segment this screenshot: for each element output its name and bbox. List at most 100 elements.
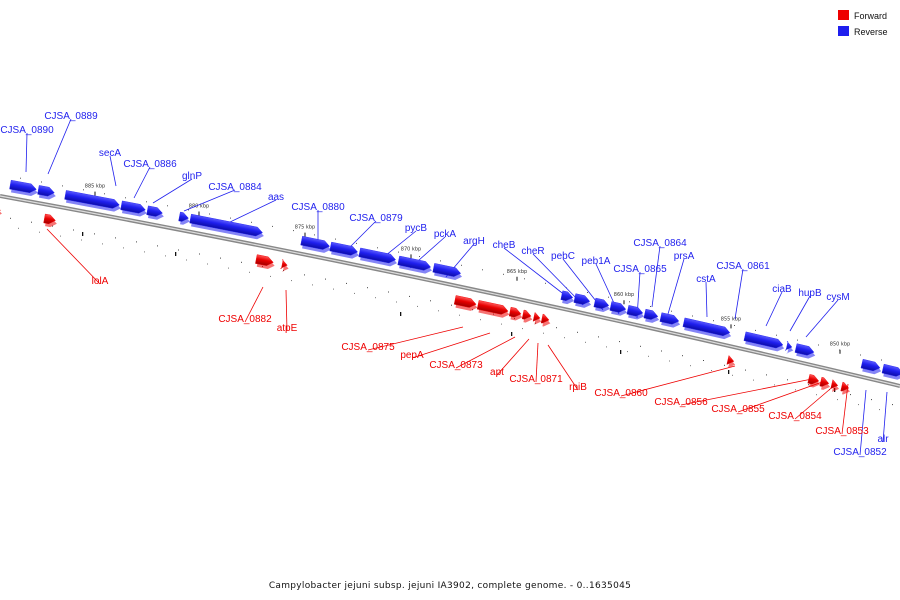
scale-tick-label: 855 kbp [721,316,741,322]
minor-tick [545,282,546,284]
dot [325,278,326,280]
minor-tick [671,310,672,312]
minor-tick [755,329,756,331]
reverse-gene-23 [794,343,816,359]
label-lola-leader [46,228,101,285]
label-glnp-leader [152,178,193,204]
dot [18,227,19,229]
forward-gene-14 [830,379,840,392]
dot [451,304,452,306]
reverse-gene-14 [573,293,592,308]
forward-gene-1 [0,204,2,218]
label-cjsa_0880: CJSA_0880 [291,202,345,213]
label-cysm-leader [805,299,839,338]
forward-gene-4 [279,259,289,272]
legend-reverse: Reverse [838,26,888,37]
dot [199,253,200,255]
dot [409,295,410,297]
minor-tick [104,193,105,195]
label-apt: apt [490,367,504,378]
scale-tick-label: 860 kbp [614,292,634,298]
label-pepa: pepA [400,350,424,361]
dot [459,314,460,316]
forward-gene-3 [255,254,275,269]
label-cjsa_0884-leader [183,189,236,212]
label-cjsa_0882: CJSA_0882 [218,314,272,325]
dot [291,280,292,282]
label-cjsa_0884: CJSA_0884 [208,182,262,193]
legend-reverse-label: Reverse [854,27,888,37]
dot [241,261,242,263]
reverse-gene-15 [593,297,611,313]
label-cjsa_0861: CJSA_0861 [716,261,770,272]
label-glnp: glnP [182,171,202,182]
label-cjsa_0889: CJSA_0889 [44,111,98,122]
dot [808,384,809,386]
minor-tick [272,225,273,227]
dot [81,239,82,241]
dot [178,249,179,251]
label-cjsa_0875-leader [367,326,464,351]
label-cjsa_0886-leader [133,166,151,199]
dot [501,323,502,325]
label-hupb: hupB [798,288,822,299]
label-cjsa_0852-leader [859,389,867,456]
minor-tick [608,296,609,298]
reverse-gene-16 [609,301,628,316]
label-cjsa_0856-leader [680,378,813,406]
dot [312,284,313,286]
legend-reverse-swatch [838,26,849,36]
dot [354,292,355,294]
dot [39,231,40,233]
dot [564,337,565,339]
scatter-ticks [10,217,893,411]
label-seca: secA [99,148,122,159]
reverse-gene-8 [300,235,331,253]
label-cjsa_0873-leader [455,336,516,369]
dash-mark [511,332,513,336]
dot [858,404,859,406]
legend: Forward Reverse [838,10,888,37]
reverse-gene-13 [560,290,575,305]
minor-tick [881,359,882,361]
label-cjsa_0865: CJSA_0865 [613,264,667,275]
dot [577,331,578,333]
label-cjsa_0861-leader [734,268,744,320]
minor-tick [692,315,693,317]
minor-tick [209,213,210,215]
reverse-gene-17 [626,305,645,320]
label-alr: alr [877,434,889,445]
gene-features [0,179,900,395]
dot [73,229,74,231]
dash-mark [82,232,84,236]
forward-gene-11 [726,355,736,368]
minor-tick [587,292,588,293]
dot [724,364,725,366]
dot [249,271,250,273]
label-argh: argH [463,236,485,247]
dot [522,328,523,330]
dot [417,305,418,307]
minor-tick [188,209,189,211]
reverse-gene-7 [189,213,264,240]
dot [346,282,347,284]
label-atpe: atpE [277,323,298,334]
genome-caption: Campylobacter jejuni subsp. jejuni IA390… [269,581,631,591]
dot [304,274,305,276]
dot [774,384,775,386]
label-aas: aas [268,192,284,203]
label-ciab: ciaB [772,284,792,295]
minor-tick [293,230,294,232]
dot [661,350,662,352]
dot [333,288,334,290]
label-cjsa_0873: CJSA_0873 [429,360,483,371]
dot [375,297,376,299]
label-cjsa_0852: CJSA_0852 [833,447,887,458]
minor-tick [650,306,651,307]
label-cheb-leader [503,247,571,300]
minor-tick [797,339,798,341]
label-aas-leader [227,199,277,224]
reverse-gene-12 [432,263,463,280]
minor-tick [440,260,441,262]
